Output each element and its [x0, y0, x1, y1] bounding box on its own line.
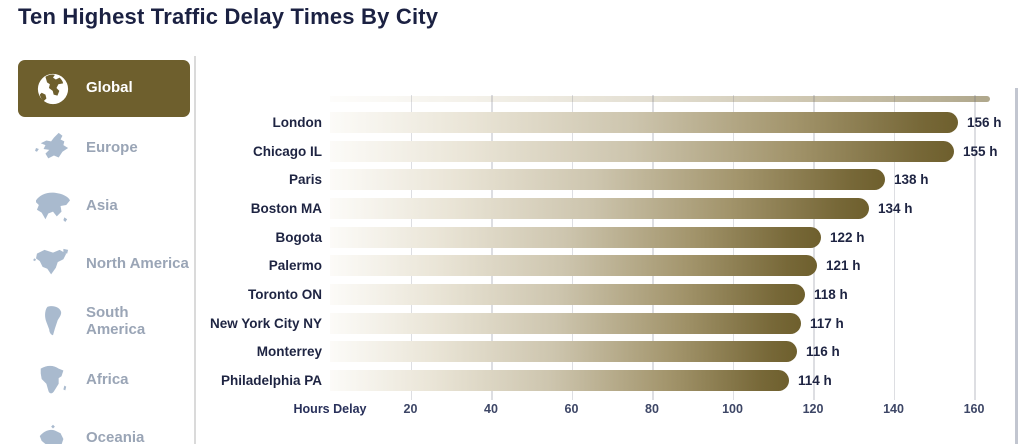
- chart-row: Toronto ON 118 h: [195, 280, 1024, 309]
- chart-row: Paris 138 h: [195, 165, 1024, 194]
- bar[interactable]: [330, 312, 801, 334]
- africa-map-icon: [32, 363, 74, 397]
- bar[interactable]: [330, 370, 789, 392]
- x-tick-20: 20: [403, 402, 418, 416]
- chart-row: London 156 h: [195, 108, 1024, 137]
- bar-value: 116 h: [806, 344, 840, 360]
- globe-icon: [32, 72, 74, 106]
- x-tick-160: 160: [963, 402, 985, 416]
- scrollbar[interactable]: [1015, 88, 1018, 444]
- bar[interactable]: [330, 197, 869, 219]
- bar-value: 121 h: [826, 258, 861, 274]
- bar-label: Boston MA: [250, 200, 322, 216]
- chart-row: New York City NY 117 h: [195, 309, 1024, 338]
- bar-value: 114 h: [798, 373, 832, 389]
- bar-value: 122 h: [830, 229, 865, 245]
- chart-row: Philadelphia PA 114 h: [195, 366, 1024, 395]
- bar-label: New York City NY: [209, 315, 322, 331]
- bar[interactable]: [330, 255, 817, 277]
- bar-value: 156 h: [967, 114, 1002, 130]
- bar-label: London: [272, 114, 322, 130]
- plot-top-strip: [330, 96, 990, 102]
- chart-row: Monterrey 116 h: [195, 338, 1024, 367]
- north-america-map-icon: [32, 247, 74, 281]
- bar[interactable]: [330, 283, 805, 305]
- bar-label: Bogota: [275, 229, 323, 245]
- x-tick-60: 60: [564, 402, 579, 416]
- sidebar-item-oceania[interactable]: Oceania: [18, 409, 190, 444]
- sidebar-item-africa[interactable]: Africa: [18, 351, 190, 409]
- bar[interactable]: [330, 169, 885, 191]
- bar-label: Toronto ON: [248, 286, 322, 302]
- bar-label: Monterrey: [256, 344, 322, 360]
- x-tick-140: 140: [883, 402, 904, 416]
- sidebar-item-north-america[interactable]: North America: [18, 235, 190, 293]
- sidebar-divider: [194, 56, 196, 444]
- sidebar-item-global[interactable]: Global: [18, 60, 190, 117]
- asia-map-icon: [32, 189, 74, 223]
- chart-row: Boston MA 134 h: [195, 194, 1024, 223]
- oceania-map-icon: [32, 421, 74, 444]
- sidebar-item-asia[interactable]: Asia: [18, 177, 190, 235]
- bar[interactable]: [330, 341, 797, 363]
- bar-label: Paris: [288, 172, 322, 188]
- region-sidebar: Global Europe Asia North America South A…: [18, 60, 190, 444]
- bar-value: 134 h: [878, 200, 913, 216]
- bar[interactable]: [330, 111, 958, 133]
- gridline-160: [974, 95, 976, 400]
- chart-row: Chicago IL 155 h: [195, 137, 1024, 166]
- bar-value: 118 h: [814, 286, 848, 302]
- x-axis-label: Hours Delay: [293, 402, 367, 416]
- chart-row: Bogota 122 h: [195, 223, 1024, 252]
- europe-map-icon: [32, 131, 74, 165]
- bar-label: Chicago IL: [252, 143, 322, 159]
- x-tick-100: 100: [722, 402, 743, 416]
- page-title: Ten Highest Traffic Delay Times By City: [18, 4, 439, 29]
- sidebar-item-europe[interactable]: Europe: [18, 119, 190, 177]
- bar-value: 155 h: [963, 143, 998, 159]
- chart-rows: London 156 h Chicago IL 155 h Paris 138 …: [195, 108, 1024, 395]
- bar[interactable]: [330, 140, 954, 162]
- bar-value: 138 h: [894, 172, 929, 188]
- bar-value: 117 h: [810, 315, 844, 331]
- x-tick-40: 40: [484, 402, 498, 416]
- chart-row: Palermo 121 h: [195, 251, 1024, 280]
- south-america-map-icon: [32, 305, 74, 339]
- x-tick-120: 120: [802, 402, 824, 416]
- sidebar-item-south-america[interactable]: South America: [18, 293, 190, 351]
- x-tick-80: 80: [645, 402, 659, 416]
- bar-label: Palermo: [268, 258, 322, 274]
- bar-label: Philadelphia PA: [220, 373, 322, 389]
- bar[interactable]: [330, 226, 821, 248]
